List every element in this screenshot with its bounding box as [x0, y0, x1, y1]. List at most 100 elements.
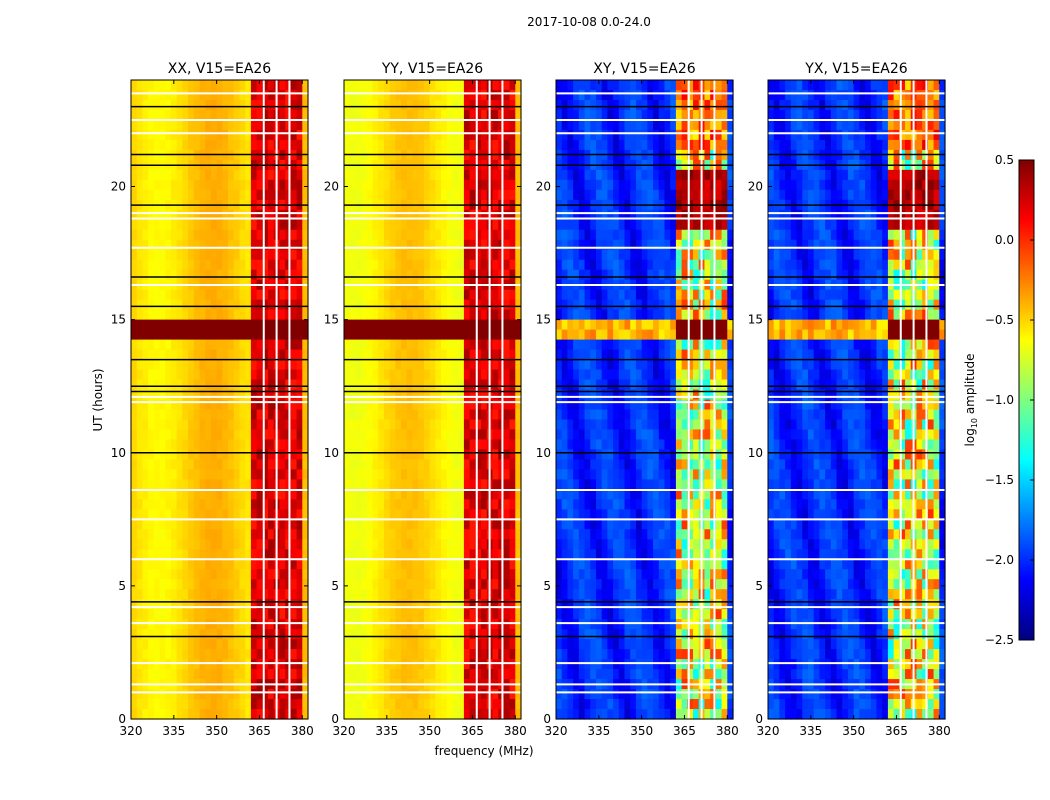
heatmap-cell: [515, 209, 522, 221]
heatmap-cell: [216, 669, 223, 680]
heatmap-cell: [401, 499, 408, 510]
heatmap-cell: [503, 709, 511, 720]
heatmap-cell: [285, 629, 292, 640]
heatmap-cell: [233, 479, 241, 490]
heatmap-cell: [188, 369, 195, 381]
heatmap-cell: [590, 239, 597, 251]
heatmap-cell: [153, 269, 161, 281]
heatmap-cell: [250, 99, 258, 111]
heatmap-cell: [395, 309, 402, 321]
heatmap-cell: [395, 329, 402, 341]
heatmap-cell: [601, 359, 608, 371]
heatmap-cell: [165, 339, 172, 351]
heatmap-cell: [165, 429, 172, 441]
heatmap-cell: [268, 449, 275, 461]
heatmap-cell: [366, 129, 374, 141]
heatmap-cell: [567, 169, 574, 181]
heatmap-cell: [418, 80, 425, 91]
heatmap-cell: [429, 609, 436, 620]
heatmap-cell: [349, 519, 357, 530]
heatmap-cell: [670, 119, 677, 131]
heatmap-cell: [481, 109, 488, 121]
heatmap-cell: [366, 259, 374, 271]
heatmap-cell: [222, 649, 229, 660]
heatmap-cell: [463, 659, 471, 670]
heatmap-cell: [131, 639, 138, 650]
heatmap-cell: [142, 609, 149, 620]
heatmap-cell: [344, 689, 351, 700]
heatmap-cell: [687, 259, 694, 271]
heatmap-cell: [618, 219, 626, 231]
heatmap-cell: [216, 179, 223, 191]
heatmap-cell: [148, 519, 155, 530]
heatmap-cell: [435, 569, 442, 580]
heatmap-cell: [578, 209, 586, 221]
heatmap-cell: [693, 99, 700, 111]
heatmap-cell: [492, 389, 499, 401]
heatmap-cell: [268, 649, 275, 660]
heatmap-cell: [279, 219, 286, 231]
heatmap-cell: [153, 139, 161, 151]
heatmap-cell: [441, 539, 448, 550]
heatmap-cell: [578, 289, 586, 301]
heatmap-cell: [131, 659, 138, 670]
heatmap-cell: [498, 569, 505, 580]
heatmap-cell: [256, 99, 263, 111]
heatmap-cell: [136, 319, 144, 331]
heatmap-cell: [406, 109, 414, 121]
heatmap-cell: [256, 469, 263, 480]
heatmap-cell: [435, 189, 442, 201]
heatmap-cell: [475, 599, 482, 610]
heatmap-cell: [681, 119, 688, 131]
heatmap-cell: [458, 129, 465, 141]
heatmap-cell: [262, 469, 269, 480]
heatmap-cell: [515, 609, 522, 620]
heatmap-cell: [176, 239, 183, 251]
heatmap-cell: [429, 659, 436, 670]
heatmap-cell: [302, 99, 309, 111]
heatmap-cell: [607, 129, 614, 141]
heatmap-cell: [613, 219, 620, 231]
heatmap-cell: [188, 499, 195, 510]
heatmap-cell: [704, 319, 711, 331]
heatmap-cell: [349, 319, 357, 331]
heatmap-cell: [389, 509, 396, 520]
heatmap-cell: [165, 669, 172, 680]
heatmap-cell: [498, 599, 505, 610]
heatmap-cell: [256, 499, 263, 510]
heatmap-cell: [361, 249, 368, 261]
heatmap-cell: [658, 289, 666, 301]
heatmap-cell: [361, 399, 368, 411]
heatmap-cell: [188, 479, 195, 490]
heatmap-cell: [406, 449, 414, 461]
heatmap-cell: [165, 489, 172, 500]
heatmap-cell: [395, 109, 402, 121]
heatmap-cell: [165, 589, 172, 600]
heatmap-cell: [452, 439, 459, 451]
heatmap-cell: [182, 309, 189, 321]
heatmap-cell: [344, 489, 351, 500]
heatmap-cell: [556, 109, 563, 121]
heatmap-cell: [658, 349, 666, 361]
heatmap-cell: [170, 439, 178, 451]
heatmap-cell: [296, 259, 303, 271]
heatmap-cell: [210, 89, 218, 101]
heatmap-cell: [584, 109, 591, 121]
heatmap-cell: [710, 309, 717, 321]
heatmap-cell: [469, 309, 476, 321]
x-tick-label: 365: [248, 724, 271, 738]
heatmap-cell: [296, 709, 303, 720]
heatmap-cell: [268, 259, 275, 271]
heatmap-cell: [239, 499, 246, 510]
heatmap-cell: [182, 699, 189, 710]
heatmap-cell: [250, 229, 258, 241]
heatmap-cell: [279, 329, 286, 341]
heatmap-cell: [279, 569, 286, 580]
heatmap-cell: [279, 619, 286, 630]
heatmap-cell: [344, 309, 351, 321]
heatmap-cell: [452, 349, 459, 361]
heatmap-cell: [233, 319, 241, 331]
heatmap-cell: [361, 699, 368, 710]
heatmap-cell: [429, 249, 436, 261]
heatmap-cell: [578, 309, 586, 321]
